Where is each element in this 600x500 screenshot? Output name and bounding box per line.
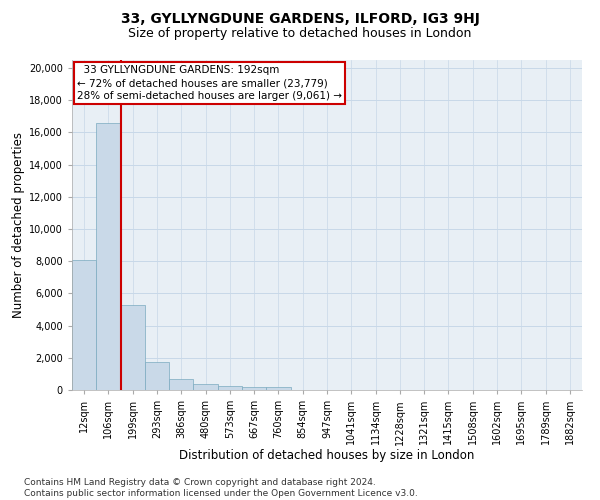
Text: Contains HM Land Registry data © Crown copyright and database right 2024.
Contai: Contains HM Land Registry data © Crown c… bbox=[24, 478, 418, 498]
Bar bbox=[242, 387, 266, 390]
Bar bbox=[169, 379, 193, 390]
Bar bbox=[266, 388, 290, 390]
Bar bbox=[145, 362, 169, 390]
X-axis label: Distribution of detached houses by size in London: Distribution of detached houses by size … bbox=[179, 448, 475, 462]
Bar bbox=[72, 260, 96, 390]
Bar bbox=[121, 304, 145, 390]
Y-axis label: Number of detached properties: Number of detached properties bbox=[12, 132, 25, 318]
Text: Size of property relative to detached houses in London: Size of property relative to detached ho… bbox=[128, 28, 472, 40]
Bar bbox=[193, 384, 218, 390]
Bar bbox=[218, 386, 242, 390]
Bar bbox=[96, 123, 121, 390]
Text: 33 GYLLYNGDUNE GARDENS: 192sqm
← 72% of detached houses are smaller (23,779)
28%: 33 GYLLYNGDUNE GARDENS: 192sqm ← 72% of … bbox=[77, 65, 342, 102]
Text: 33, GYLLYNGDUNE GARDENS, ILFORD, IG3 9HJ: 33, GYLLYNGDUNE GARDENS, ILFORD, IG3 9HJ bbox=[121, 12, 479, 26]
